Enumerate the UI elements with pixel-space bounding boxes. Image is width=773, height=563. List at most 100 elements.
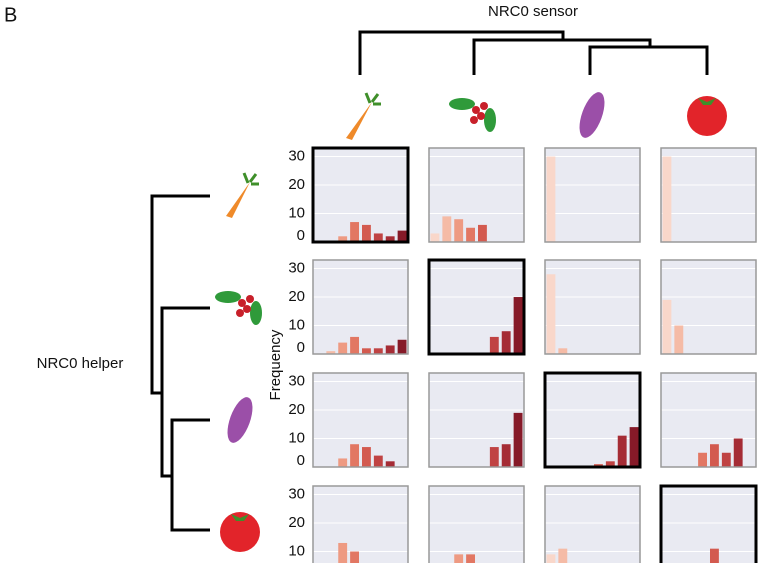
sweet-potato-icon <box>579 92 605 138</box>
panel-background <box>429 486 524 563</box>
panel-frame <box>428 147 525 243</box>
bar <box>338 236 348 242</box>
y-tick-label: 20 <box>288 176 305 193</box>
bar <box>617 435 627 467</box>
panel-background <box>313 260 408 354</box>
berry-icon <box>449 98 496 132</box>
bar <box>513 297 523 354</box>
panel-background <box>545 148 640 242</box>
y-tick-label: 30 <box>288 486 305 503</box>
berry-icon <box>215 291 262 325</box>
bar <box>397 230 407 242</box>
bar <box>430 233 440 242</box>
panel-frame <box>544 485 641 563</box>
bar <box>350 444 359 467</box>
bar <box>710 548 719 563</box>
panel-label: B <box>4 4 17 26</box>
bar <box>442 216 452 242</box>
panel-background <box>313 486 408 563</box>
y-tick-label: 20 <box>288 401 305 418</box>
tomato-icon <box>220 512 260 552</box>
y-tick-label: 30 <box>288 260 305 277</box>
panel-frame <box>660 372 757 468</box>
panel-frame <box>659 484 758 563</box>
bar <box>698 452 707 467</box>
bar <box>710 444 719 467</box>
bar <box>397 339 407 354</box>
panel-background <box>313 148 408 242</box>
bar <box>338 542 348 563</box>
y-tick-label: 0 <box>297 227 305 244</box>
bar <box>629 427 639 467</box>
bar <box>373 348 383 354</box>
bar <box>733 438 743 467</box>
bar <box>721 452 731 467</box>
bar <box>373 233 383 242</box>
sweet-potato-icon <box>227 397 253 443</box>
y-tick-label: 10 <box>288 542 305 559</box>
y-tick-label: 10 <box>288 204 305 221</box>
bar <box>385 345 395 354</box>
y-tick-label: 30 <box>288 148 305 165</box>
bar <box>662 299 672 354</box>
bar <box>373 455 383 467</box>
tomato-icon <box>687 96 727 136</box>
bar <box>478 224 487 242</box>
bar <box>546 554 556 563</box>
y-tick-label: 30 <box>288 373 305 390</box>
bar <box>605 461 615 467</box>
bar <box>558 348 568 354</box>
bar <box>350 551 359 563</box>
panel-frame <box>312 372 409 468</box>
bar <box>662 156 672 242</box>
y-tick-label: 20 <box>288 514 305 531</box>
bar <box>338 342 348 354</box>
panel-background <box>545 260 640 354</box>
panel-frame <box>312 259 409 355</box>
bar <box>385 236 395 242</box>
bar <box>362 447 371 467</box>
bar <box>558 548 568 563</box>
panel-background <box>661 486 756 563</box>
bar <box>489 447 499 467</box>
carrot-icon <box>226 172 259 218</box>
bar <box>546 274 556 354</box>
bar <box>362 348 371 354</box>
panel-frame <box>428 485 525 563</box>
y-tick-label: 20 <box>288 288 305 305</box>
bar <box>350 222 359 242</box>
sensor-dendrogram <box>358 30 709 75</box>
panel-frame <box>311 146 410 244</box>
bar <box>489 336 499 354</box>
bar <box>454 554 464 563</box>
bar <box>466 554 475 563</box>
bar <box>362 224 371 242</box>
bar <box>454 219 464 242</box>
bar <box>513 412 523 467</box>
bar <box>466 227 475 242</box>
bar <box>385 461 395 467</box>
bar <box>350 336 359 354</box>
bar <box>546 156 556 242</box>
panel-background <box>313 373 408 467</box>
panel-frame <box>544 147 641 243</box>
panel-frame <box>427 258 526 356</box>
bar <box>501 444 511 467</box>
y-axis-label: Frequency <box>267 329 284 400</box>
bar <box>326 351 336 354</box>
panel-frame <box>660 147 757 243</box>
panel-frame <box>544 259 641 355</box>
carrot-icon <box>346 92 381 140</box>
y-tick-label: 10 <box>288 429 305 446</box>
bar <box>501 331 511 354</box>
panel-frame <box>660 259 757 355</box>
helper-dendrogram <box>150 194 210 532</box>
y-tick-label: 0 <box>297 452 305 469</box>
panel-frame <box>543 371 642 469</box>
y-tick-label: 10 <box>288 316 305 333</box>
panel-frame <box>428 372 525 468</box>
panel-background <box>661 148 756 242</box>
bar <box>338 458 348 467</box>
panel-frame <box>312 485 409 563</box>
